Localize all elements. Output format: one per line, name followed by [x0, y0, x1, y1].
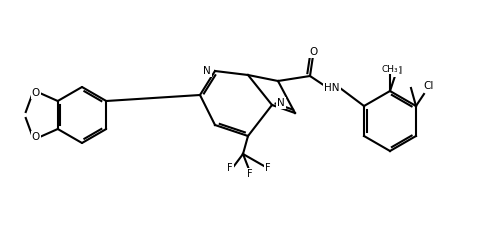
Text: HN: HN	[324, 83, 340, 93]
Text: N: N	[203, 66, 211, 76]
Text: Cl: Cl	[424, 81, 434, 91]
Text: O: O	[31, 88, 40, 98]
Text: N: N	[277, 98, 285, 108]
Text: F: F	[247, 169, 253, 179]
Text: O: O	[31, 132, 40, 142]
Text: CH₃: CH₃	[382, 65, 399, 73]
Text: O: O	[309, 47, 317, 57]
Text: Cl: Cl	[393, 66, 403, 76]
Text: F: F	[265, 163, 271, 173]
Text: F: F	[227, 163, 233, 173]
